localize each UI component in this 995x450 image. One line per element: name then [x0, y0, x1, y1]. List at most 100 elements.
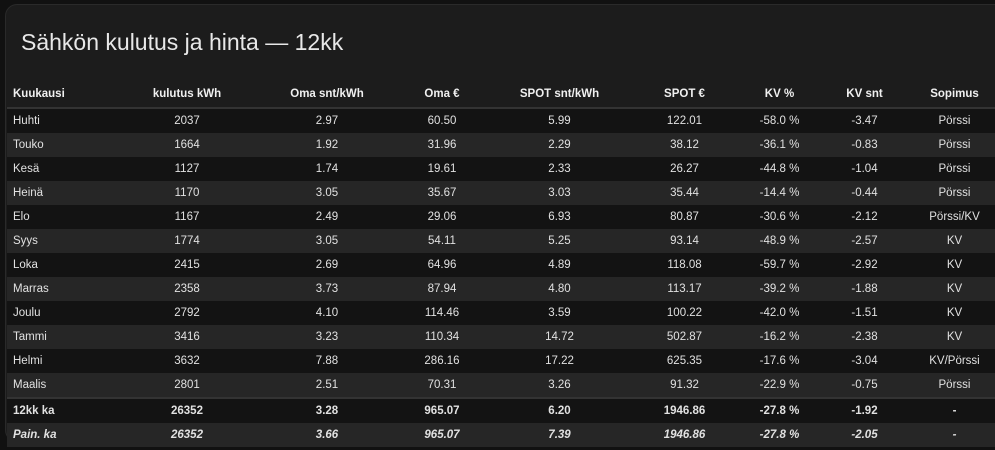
table-cell: -17.6 %	[759, 355, 800, 367]
column-header: kulutus kWh	[112, 81, 262, 109]
table-cell: 91.32	[670, 379, 699, 391]
table-cell: Pain. ka	[13, 429, 57, 441]
table-cell: 70.31	[427, 379, 457, 391]
table-cell: -	[952, 429, 957, 441]
table-cell: 3.59	[548, 307, 571, 319]
table-row: Loka 2415 2.69 64.96 4.89 118.08 -59.7 % -2.92 K…	[7, 253, 995, 277]
table-cell: 3416	[174, 331, 200, 343]
column-header: Sopimus	[912, 81, 995, 109]
table-cell: 1.92	[315, 139, 339, 151]
column-header: KV %	[742, 81, 817, 109]
table-cell: Pörssi/KV	[929, 211, 980, 223]
table-cell: -1.51	[851, 307, 878, 319]
table-cell: 87.94	[427, 283, 457, 295]
table-row: Maalis 2801 2.51 70.31 3.26 91.32 -22.9 % -0.75…	[7, 373, 995, 398]
column-header: SPOT snt/kWh	[492, 81, 627, 109]
table-cell: 1946.86	[663, 429, 706, 441]
table-cell: 114.46	[424, 307, 460, 319]
table-cell: 1946.86	[663, 405, 706, 417]
table-cell: 1664	[174, 139, 200, 151]
table-cell: -0.44	[851, 187, 878, 199]
table-cell: 113.17	[667, 283, 702, 295]
table-cell: 3.73	[315, 283, 339, 295]
table-cell: -0.83	[851, 139, 878, 151]
table-cell: 5.25	[548, 235, 571, 247]
table-cell: 3.05	[315, 187, 339, 199]
table-cell: -48.9 %	[759, 235, 800, 247]
table-cell: 4.10	[315, 307, 339, 319]
table-cell: -2.57	[851, 235, 878, 247]
table-cell: 1.74	[315, 163, 339, 175]
table-cell: 2358	[174, 283, 200, 295]
table-cell: -1.04	[851, 163, 878, 175]
table-cell: 3.28	[315, 405, 339, 417]
table-cell: 17.22	[545, 355, 574, 367]
table-cell: Maalis	[13, 379, 47, 391]
table-cell: 19.61	[427, 163, 457, 175]
column-header: Oma snt/kWh	[262, 81, 392, 109]
table-cell: 35.67	[427, 187, 457, 199]
table-cell: 1170	[174, 187, 200, 199]
table-cell: -30.6 %	[759, 211, 800, 223]
table-cell: 26352	[171, 405, 203, 417]
column-header: Kuukausi	[7, 81, 112, 109]
table-cell: -2.05	[851, 429, 878, 441]
table-cell: -22.9 %	[759, 379, 800, 391]
table-cell: 3.03	[548, 187, 571, 199]
consumption-card: Sähkön kulutus ja hinta — 12kk Kuukausi k…	[5, 4, 995, 447]
table-cell: -39.2 %	[759, 283, 800, 295]
table-cell: 3.66	[315, 429, 339, 441]
table-cell: 3.23	[315, 331, 339, 343]
table-row: Joulu 2792 4.10 114.46 3.59 100.22 -42.0 % -1.5…	[7, 301, 995, 325]
table-cell: -0.75	[851, 379, 878, 391]
table-cell: Pörssi	[938, 115, 971, 127]
table-row: Elo 1167 2.49 29.06 6.93 80.87 -30.6 % -2.12 Pör…	[7, 205, 995, 229]
table-cell: -1.88	[851, 283, 878, 295]
table-cell: -	[952, 405, 957, 417]
table-cell: KV/Pörssi	[929, 355, 980, 367]
table-cell: 2792	[174, 307, 200, 319]
column-header: KV snt	[817, 81, 912, 109]
table-cell: 965.07	[424, 405, 460, 417]
table-cell: 2.97	[315, 115, 339, 127]
table-row: Huhti 2037 2.97 60.50 5.99 122.01 -58.0 % -3.47…	[7, 108, 995, 133]
table-cell: -27.8 %	[759, 405, 800, 417]
table-cell: Elo	[13, 211, 30, 223]
table-cell: -1.92	[851, 405, 878, 417]
table-cell: 2415	[174, 259, 200, 271]
column-header: SPOT €	[627, 81, 742, 109]
table-cell: 80.87	[670, 211, 699, 223]
table-cell: 118.08	[667, 259, 702, 271]
table-cell: -2.38	[851, 331, 878, 343]
table-row: Syys 1774 3.05 54.11 5.25 93.14 -48.9 % -2.57 KV	[7, 229, 995, 253]
table-cell: 93.14	[670, 235, 699, 247]
totals-row: Pain. ka 26352 3.66 965.07 7.39 1946.86 -27.8 …	[7, 423, 995, 447]
table-cell: 12kk ka	[13, 405, 55, 417]
table-cell: -2.12	[851, 211, 878, 223]
table-cell: 2801	[174, 379, 200, 391]
table-cell: Kesä	[13, 163, 40, 175]
table-row: Kesä 1127 1.74 19.61 2.33 26.27 -44.8 % -1.04 Pö…	[7, 157, 995, 181]
table-cell: -3.04	[851, 355, 878, 367]
table-cell: 2.69	[315, 259, 339, 271]
table-cell: KV	[946, 283, 963, 295]
table-cell: 29.06	[427, 211, 457, 223]
table-header: Kuukausi kulutus kWh Oma snt/kWh Oma € SPOT …	[7, 81, 995, 109]
table-cell: -2.92	[851, 259, 878, 271]
table-cell: 4.89	[548, 259, 571, 271]
table-cell: 3.26	[548, 379, 571, 391]
table-cell: 7.39	[548, 429, 571, 441]
table-cell: 286.16	[424, 355, 460, 367]
table-cell: Joulu	[13, 307, 41, 319]
table-cell: -14.4 %	[759, 187, 800, 199]
table-cell: 502.87	[666, 331, 703, 343]
table-cell: 2.29	[548, 139, 571, 151]
table-cell: 26352	[171, 429, 203, 441]
table-cell: Syys	[13, 235, 38, 247]
table-cell: Pörssi	[938, 187, 971, 199]
card-title: Sähkön kulutus ja hinta — 12kk	[21, 29, 344, 55]
table-row: Marras 2358 3.73 87.94 4.80 113.17 -39.2 % -1.8…	[7, 277, 995, 301]
table-cell: 122.01	[666, 115, 703, 127]
table-cell: 14.72	[545, 331, 574, 343]
consumption-table: Kuukausi kulutus kWh Oma snt/kWh Oma € SPOT …	[7, 81, 995, 447]
